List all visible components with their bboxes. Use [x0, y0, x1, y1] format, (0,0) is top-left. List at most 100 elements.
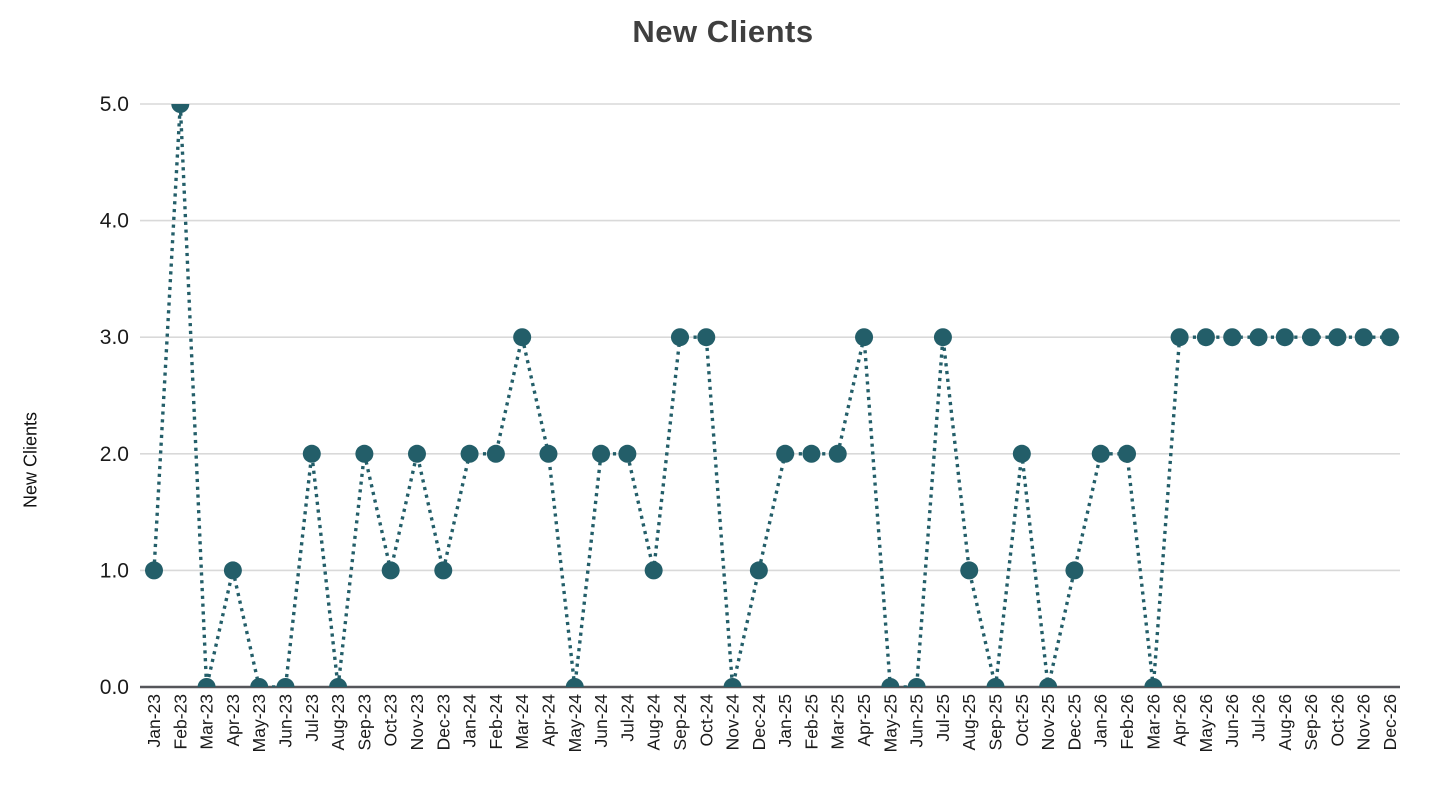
x-tick-label: Nov-24	[723, 694, 743, 751]
data-point	[539, 444, 558, 463]
x-tick-label: Oct-23	[381, 694, 401, 747]
x-tick-label: Jul-26	[1249, 694, 1269, 742]
data-point	[1065, 561, 1084, 580]
x-tick-label: May-26	[1196, 694, 1216, 752]
x-tick-label: Jan-23	[144, 694, 164, 748]
data-point	[329, 678, 348, 687]
x-tick-label: Oct-26	[1327, 694, 1347, 747]
x-tick-label: Nov-26	[1354, 694, 1374, 750]
x-tick-label: May-23	[249, 694, 269, 752]
data-point	[460, 444, 479, 463]
x-tick-label: Nov-25	[1038, 694, 1058, 750]
data-point	[907, 678, 926, 687]
data-point	[355, 444, 374, 463]
data-point	[1328, 328, 1347, 347]
x-tick-label: Oct-25	[1012, 694, 1032, 747]
data-point	[513, 328, 532, 347]
data-point	[434, 561, 453, 580]
x-tick-label: Aug-26	[1275, 694, 1295, 750]
data-point	[1118, 444, 1137, 463]
data-point	[855, 328, 874, 347]
chart-title: New Clients	[632, 14, 814, 49]
data-point	[276, 678, 295, 687]
x-tick-label: Jul-25	[933, 694, 953, 742]
data-point	[986, 678, 1005, 687]
x-tick-label: Dec-24	[749, 694, 769, 751]
data-point	[618, 444, 637, 463]
x-tick-label: Aug-24	[644, 694, 664, 751]
data-point	[1196, 328, 1215, 347]
data-point	[1012, 444, 1031, 463]
x-tick-label: Feb-25	[801, 694, 821, 749]
data-point	[828, 444, 847, 463]
x-tick-label: May-24	[565, 694, 585, 753]
data-point	[592, 444, 611, 463]
data-point	[1249, 328, 1268, 347]
data-point	[486, 444, 505, 463]
y-tick-label: 5.0	[100, 93, 129, 116]
x-tick-label: Jan-25	[775, 694, 795, 748]
y-tick-label: 3.0	[100, 326, 129, 349]
x-tick-label: Feb-26	[1117, 694, 1137, 749]
data-point	[1170, 328, 1189, 347]
data-point	[697, 328, 716, 347]
x-tick-label: Apr-26	[1170, 694, 1190, 747]
x-tick-label: Jan-24	[460, 694, 480, 748]
x-tick-label: Nov-23	[407, 694, 427, 750]
x-tick-label: Sep-24	[670, 694, 690, 751]
data-point	[381, 561, 400, 580]
data-point	[565, 678, 584, 687]
x-tick-label: Jun-25	[907, 694, 927, 748]
data-point	[1039, 678, 1058, 687]
x-tick-label: Apr-23	[223, 694, 243, 747]
x-tick-label: Jun-26	[1222, 694, 1242, 748]
data-point	[776, 444, 795, 463]
data-point	[670, 328, 689, 347]
data-point	[1223, 328, 1242, 347]
y-tick-label: 1.0	[100, 559, 129, 582]
x-tick-label: Sep-26	[1301, 694, 1321, 750]
data-point	[171, 104, 190, 113]
x-tick-label: May-25	[880, 694, 900, 752]
x-tick-label: Oct-24	[696, 694, 716, 747]
y-axis-title: New Clients	[20, 411, 41, 509]
data-point	[1302, 328, 1321, 347]
data-point	[1275, 328, 1294, 347]
data-point	[749, 561, 768, 580]
data-point	[302, 444, 321, 463]
x-tick-label: Jul-24	[617, 694, 637, 742]
data-series-group	[145, 104, 1399, 687]
x-tick-label: Mar-25	[828, 694, 848, 749]
data-point	[1091, 444, 1110, 463]
x-tick-label: Feb-23	[170, 694, 190, 749]
x-tick-label: Apr-24	[538, 694, 558, 747]
x-tick-label: Apr-25	[854, 694, 874, 747]
y-tick-label: 0.0	[100, 676, 129, 699]
x-tick-label: Dec-23	[433, 694, 453, 750]
y-tick-label: 2.0	[100, 443, 129, 466]
data-point	[960, 561, 979, 580]
data-point	[1144, 678, 1163, 687]
x-tick-label: Aug-23	[328, 694, 348, 750]
x-tick-label: Jul-23	[302, 694, 322, 742]
y-tick-label: 4.0	[100, 210, 129, 233]
data-line	[152, 104, 1390, 687]
data-point	[1354, 328, 1373, 347]
data-point	[881, 678, 900, 687]
x-tick-label: Jun-23	[275, 694, 295, 748]
x-tick-label: Dec-25	[1064, 694, 1084, 750]
x-tick-label: Mar-26	[1143, 694, 1163, 749]
data-point	[933, 328, 952, 347]
data-point	[250, 678, 269, 687]
x-tick-label: Sep-25	[986, 694, 1006, 750]
data-point	[223, 561, 242, 580]
x-tick-label: Dec-26	[1380, 694, 1400, 750]
x-tick-label: Aug-25	[959, 694, 979, 750]
data-point	[197, 678, 216, 687]
data-point	[1381, 328, 1399, 347]
x-tick-label: Sep-23	[354, 694, 374, 750]
data-point	[145, 561, 163, 580]
x-tick-label: Mar-23	[197, 694, 217, 749]
